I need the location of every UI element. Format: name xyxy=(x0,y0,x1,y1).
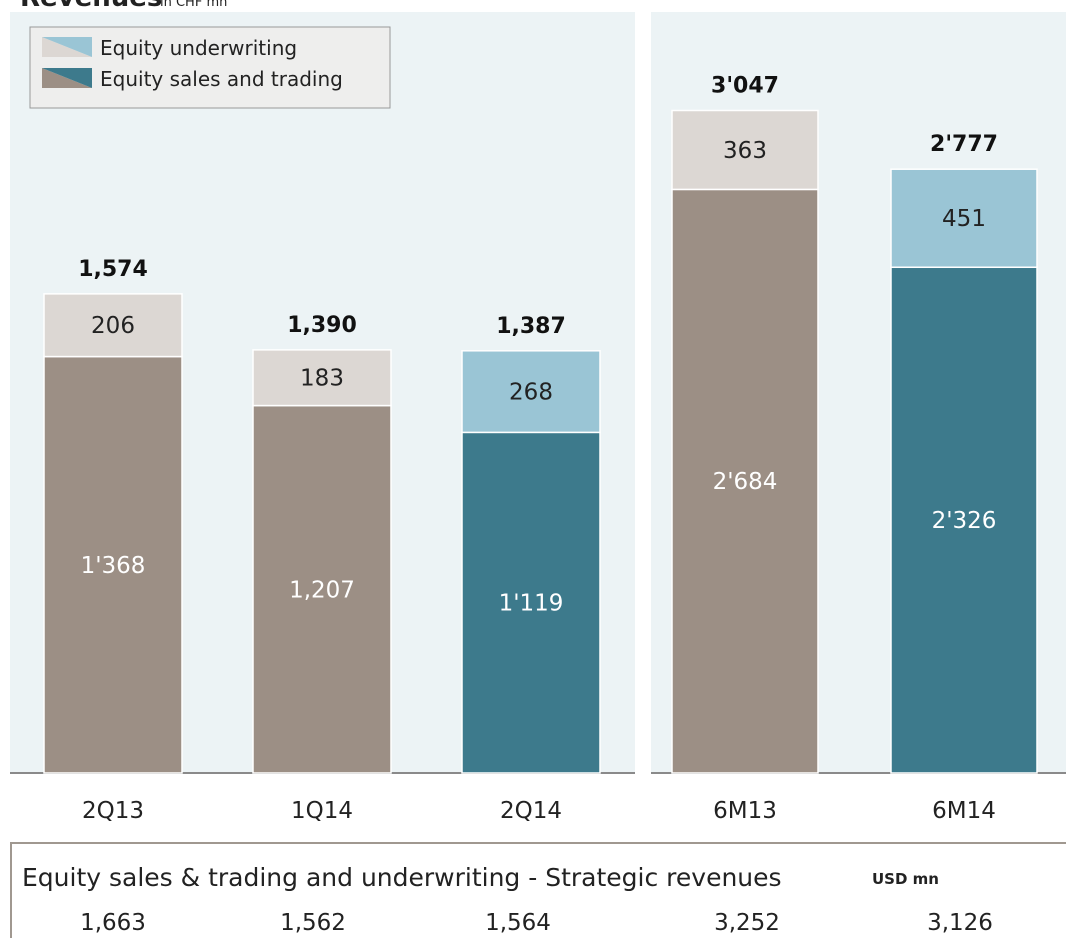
x-tick-label: 2Q13 xyxy=(82,798,144,824)
legend-swatch xyxy=(42,37,92,57)
bar-segment xyxy=(43,355,183,774)
bar-segment xyxy=(252,404,392,774)
value-label: 363 xyxy=(723,138,767,164)
value-label: 206 xyxy=(91,313,135,339)
value-label: 1'119 xyxy=(499,591,564,617)
table-value: 3,126 xyxy=(927,910,993,936)
legend-label: Equity underwriting xyxy=(100,36,297,60)
bar-segment xyxy=(890,168,1038,269)
total-label: 2'777 xyxy=(930,132,998,157)
value-label: 451 xyxy=(942,206,986,232)
value-label: 2'326 xyxy=(932,508,997,534)
total-label: 1,574 xyxy=(78,257,148,282)
value-label: 1,207 xyxy=(289,577,355,603)
bar-segment xyxy=(461,350,601,434)
legend xyxy=(29,26,391,109)
legend-label: Equity sales and trading xyxy=(100,67,343,91)
bar-segment xyxy=(671,188,819,774)
chart-subtitle: in CHF mn xyxy=(160,0,227,10)
bar-segment xyxy=(671,109,819,191)
table-title: Equity sales & trading and underwriting … xyxy=(22,863,782,892)
table-unit: USD mn xyxy=(872,870,939,888)
bar-segment xyxy=(43,293,183,358)
total-label: 3'047 xyxy=(711,73,779,98)
bar-segment xyxy=(890,266,1038,774)
chart-title: Revenues xyxy=(20,0,162,13)
legend-swatch xyxy=(42,68,92,88)
value-label: 268 xyxy=(509,380,553,406)
table-value: 1,663 xyxy=(80,910,146,936)
total-label: 1,387 xyxy=(496,314,566,339)
x-tick-label: 2Q14 xyxy=(500,798,562,824)
bar-segment xyxy=(461,431,601,774)
value-label: 2'684 xyxy=(713,469,778,495)
x-tick-label: 6M14 xyxy=(932,798,996,824)
x-tick-label: 1Q14 xyxy=(291,798,353,824)
bar-segment xyxy=(252,349,392,407)
table-value: 3,252 xyxy=(714,910,780,936)
total-label: 1,390 xyxy=(287,313,357,338)
table-value: 1,562 xyxy=(280,910,346,936)
value-label: 183 xyxy=(300,366,344,392)
x-tick-label: 6M13 xyxy=(713,798,777,824)
table-value: 1,564 xyxy=(485,910,551,936)
value-label: 1'368 xyxy=(81,553,146,579)
